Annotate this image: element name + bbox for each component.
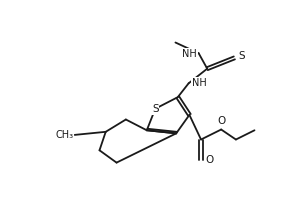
Text: O: O: [217, 116, 225, 126]
Text: NH: NH: [192, 78, 206, 88]
Text: NH: NH: [182, 49, 197, 59]
Text: S: S: [238, 51, 245, 61]
Text: CH₃: CH₃: [55, 130, 73, 140]
Text: O: O: [206, 155, 214, 165]
Text: S: S: [152, 104, 159, 114]
